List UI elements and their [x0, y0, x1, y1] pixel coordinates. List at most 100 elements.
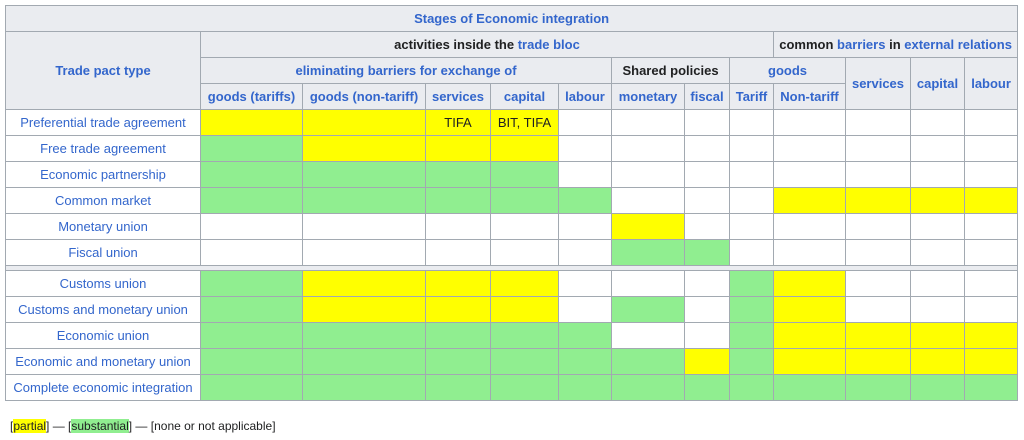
common-barriers-header: common barriers in external relations [772, 31, 1019, 58]
status-cell [773, 109, 846, 136]
status-cell [200, 239, 303, 266]
fiscal-link[interactable]: fiscal [690, 89, 724, 104]
nontariff-link[interactable]: Non-tariff [780, 89, 839, 104]
fiscal-header: fiscal [684, 83, 730, 110]
status-cell [611, 135, 685, 162]
row-header-link[interactable]: Common market [54, 193, 152, 208]
status-cell [845, 322, 911, 349]
trade-pact-type-link[interactable]: Trade pact type [55, 63, 151, 78]
status-cell [558, 348, 612, 375]
activities-header: activities inside the trade bloc [200, 31, 774, 58]
row-header: Customs and monetary union [5, 296, 201, 323]
table-row: Monetary union [5, 213, 1019, 240]
status-cell [425, 213, 491, 240]
row-header-link[interactable]: Preferential trade agreement [20, 115, 186, 130]
economic-integration-table: Stages of Economic integration Trade pac… [4, 5, 1019, 401]
status-cell [729, 213, 774, 240]
monetary-header: monetary [611, 83, 685, 110]
row-header-link[interactable]: Customs union [59, 276, 147, 291]
goods-header: goods [729, 57, 846, 84]
goods-nontariff-link[interactable]: goods (non-tariff) [309, 89, 419, 104]
activities-prefix: activities inside the [394, 37, 515, 52]
status-cell [611, 187, 685, 214]
status-cell [729, 322, 774, 349]
status-cell [910, 374, 965, 401]
services-sub-link[interactable]: services [431, 89, 485, 104]
services-link[interactable]: services [851, 76, 905, 91]
row-header: Economic union [5, 322, 201, 349]
status-cell [302, 213, 426, 240]
status-cell [910, 296, 965, 323]
labour-sub-link[interactable]: labour [565, 89, 605, 104]
row-header-link[interactable]: Complete economic integration [13, 380, 193, 395]
status-cell [558, 135, 612, 162]
status-cell [611, 348, 685, 375]
status-cell [963, 109, 1019, 136]
status-cell [302, 109, 426, 136]
eliminating-barriers-link[interactable]: eliminating barriers for exchange of [295, 63, 517, 78]
legend-partial: partial [13, 419, 47, 433]
status-cell [425, 270, 491, 297]
status-cell [425, 239, 491, 266]
status-cell [845, 270, 911, 297]
nontariff-header: Non-tariff [773, 83, 846, 110]
status-cell [558, 270, 612, 297]
tariff-header: Tariff [729, 83, 774, 110]
status-cell [963, 135, 1019, 162]
goods-tariffs-link[interactable]: goods (tariffs) [207, 89, 296, 104]
external-relations-link[interactable]: external relations [904, 37, 1012, 52]
status-cell [611, 213, 685, 240]
status-cell [910, 213, 965, 240]
table-row: Free trade agreement [5, 135, 1019, 162]
status-cell [490, 239, 559, 266]
goods-link[interactable]: goods [768, 63, 807, 78]
title-link[interactable]: Stages of Economic integration [414, 11, 610, 26]
barriers-link[interactable]: barriers [837, 37, 886, 52]
status-cell [845, 296, 911, 323]
status-cell [729, 109, 774, 136]
status-cell [684, 161, 730, 188]
table-row: Preferential trade agreement TIFA BIT, TIF… [5, 109, 1019, 136]
row-header-link[interactable]: Economic union [56, 328, 150, 343]
status-cell [611, 374, 685, 401]
table-row: Complete economic integration [5, 374, 1019, 401]
row-header-link[interactable]: Free trade agreement [40, 141, 166, 156]
status-cell [302, 322, 426, 349]
status-cell [425, 296, 491, 323]
tariff-link[interactable]: Tariff [735, 89, 768, 104]
status-cell [845, 187, 911, 214]
status-cell [910, 109, 965, 136]
status-cell [302, 374, 426, 401]
row-header-link[interactable]: Fiscal union [68, 245, 138, 260]
status-cell [684, 187, 730, 214]
status-cell [729, 348, 774, 375]
status-cell [773, 374, 846, 401]
row-header-link[interactable]: Monetary union [58, 219, 148, 234]
row-header: Complete economic integration [5, 374, 201, 401]
row-header-link[interactable]: Customs and monetary union [18, 302, 188, 317]
status-cell [845, 109, 911, 136]
trade-bloc-link[interactable]: trade bloc [517, 37, 580, 52]
capital-link[interactable]: capital [916, 76, 959, 91]
status-cell [490, 161, 559, 188]
status-cell [729, 135, 774, 162]
row-header-link[interactable]: Economic and monetary union [15, 354, 191, 369]
status-cell [611, 296, 685, 323]
status-cell [773, 161, 846, 188]
status-cell: BIT, TIFA [490, 109, 559, 136]
status-cell [558, 374, 612, 401]
labour-link[interactable]: labour [971, 76, 1011, 91]
status-cell [963, 187, 1019, 214]
legend-dash-1: — [52, 419, 65, 433]
row-header: Customs union [5, 270, 201, 297]
status-cell [684, 348, 730, 375]
status-cell [963, 239, 1019, 266]
status-cell [200, 161, 303, 188]
status-cell [558, 109, 612, 136]
status-cell [558, 161, 612, 188]
capital-sub-link[interactable]: capital [503, 89, 546, 104]
row-header-link[interactable]: Economic partnership [40, 167, 166, 182]
status-cell [963, 348, 1019, 375]
table-row: Economic partnership [5, 161, 1019, 188]
monetary-link[interactable]: monetary [618, 89, 678, 104]
